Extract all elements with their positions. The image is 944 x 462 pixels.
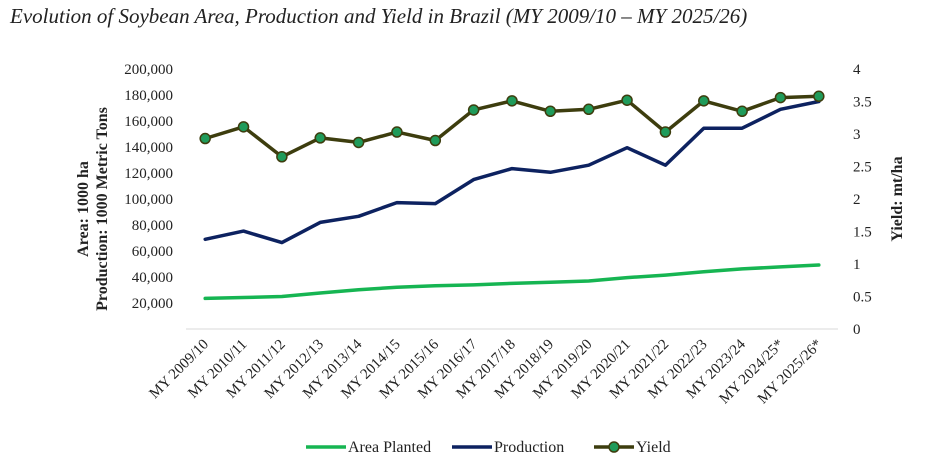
y-left-tick-label: 160,000: [124, 114, 173, 130]
y-right-tick-label: 0: [853, 322, 861, 338]
legend-label: Yield: [636, 439, 671, 456]
chart-series: [199, 90, 825, 301]
yield-marker: [736, 105, 748, 117]
y-right-tick-label: 2: [853, 192, 861, 208]
yield-marker: [506, 95, 518, 107]
y-right-tick-label: 1.5: [853, 225, 872, 241]
y-right-tick-label: 4: [853, 62, 861, 78]
legend-marker: [608, 441, 620, 453]
y-left-tick-label: 140,000: [124, 140, 173, 156]
yield-marker: [621, 94, 633, 106]
y-left-tick-label: 20,000: [132, 296, 173, 312]
y-left-axis-title-area: Area: 1000 ha: [75, 161, 92, 257]
yield-marker: [544, 105, 557, 117]
chart-legend: Area Planted Production Yield: [306, 439, 671, 456]
y-left-tick-label: 100,000: [124, 192, 173, 208]
y-right-tick-label: 0.5: [853, 290, 872, 306]
chart-axes: 20,00040,00060,00080,000100,000120,00014…: [75, 62, 906, 407]
yield-marker: [659, 126, 672, 138]
y-right-tick-label: 3: [853, 127, 861, 143]
y-left-tick-label: 200,000: [124, 62, 173, 78]
legend-label: Production: [494, 439, 564, 456]
y-right-tick-label: 3.5: [853, 95, 872, 111]
yield-marker: [582, 103, 595, 116]
yield-marker: [698, 95, 710, 107]
yield-marker: [467, 104, 480, 116]
y-left-tick-label: 120,000: [124, 166, 173, 182]
yield-marker: [774, 91, 787, 104]
yield-marker: [352, 136, 365, 149]
yield-marker: [237, 121, 250, 133]
y-right-tick-label: 2.5: [853, 160, 872, 176]
chart-title: Evolution of Soybean Area, Production an…: [10, 4, 748, 28]
series-line-production: [203, 99, 821, 245]
yield-marker: [391, 126, 403, 138]
series-line-area-planted: [203, 263, 821, 301]
y-left-tick-label: 40,000: [132, 270, 173, 286]
y-left-tick-label: 180,000: [124, 88, 173, 104]
yield-marker: [276, 151, 288, 163]
y-left-tick-label: 60,000: [132, 244, 173, 260]
y-left-axis-title-production: Production: 1000 Metric Tons: [94, 107, 111, 311]
yield-marker: [314, 132, 326, 144]
yield-marker: [429, 134, 442, 147]
yield-marker: [813, 90, 825, 103]
y-right-tick-label: 1: [853, 257, 861, 273]
yield-marker: [199, 132, 211, 145]
y-right-axis-title: Yield: mt/ha: [889, 156, 906, 241]
legend-label: Area Planted: [348, 439, 431, 456]
y-left-tick-label: 80,000: [132, 218, 173, 234]
